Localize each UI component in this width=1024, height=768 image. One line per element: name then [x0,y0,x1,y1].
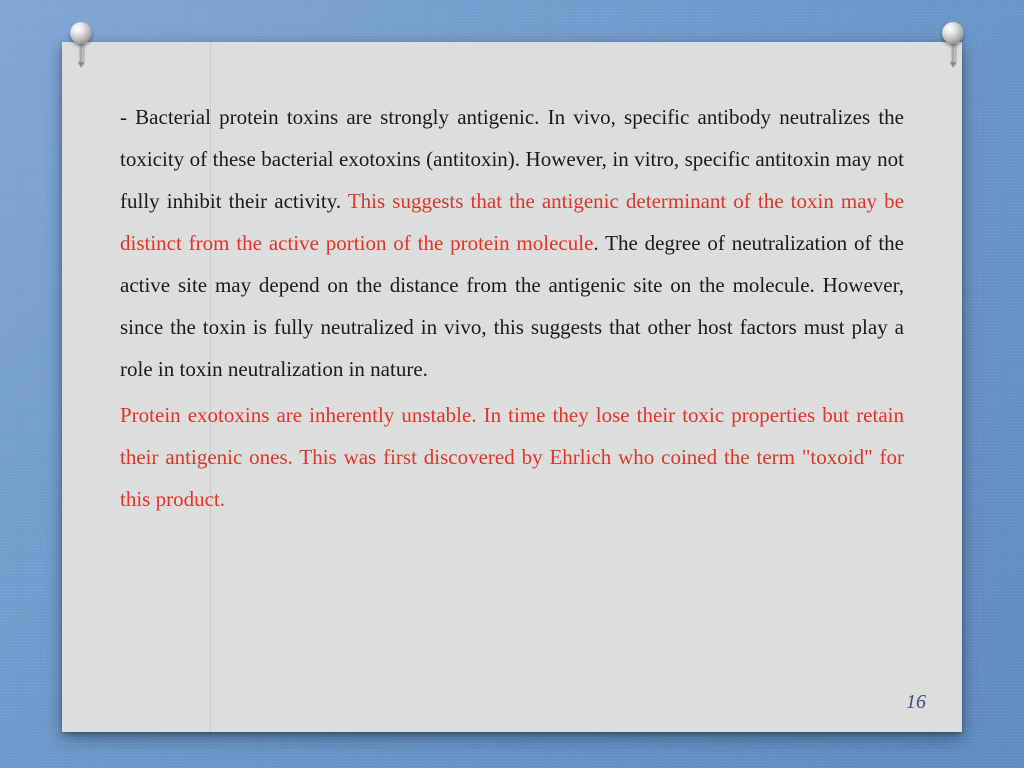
pushpin-icon [70,22,94,68]
body-text: - Bacterial protein toxins are strongly … [120,96,904,520]
highlight-text: Protein exotoxins are inherently unstabl… [120,403,904,511]
slide-background: - Bacterial protein toxins are strongly … [0,0,1024,768]
pushpin-icon [942,22,966,68]
paper-card: - Bacterial protein toxins are strongly … [62,42,962,732]
paragraph: Protein exotoxins are inherently unstabl… [120,394,904,520]
paragraph: - Bacterial protein toxins are strongly … [120,96,904,390]
page-number: 16 [906,691,926,714]
